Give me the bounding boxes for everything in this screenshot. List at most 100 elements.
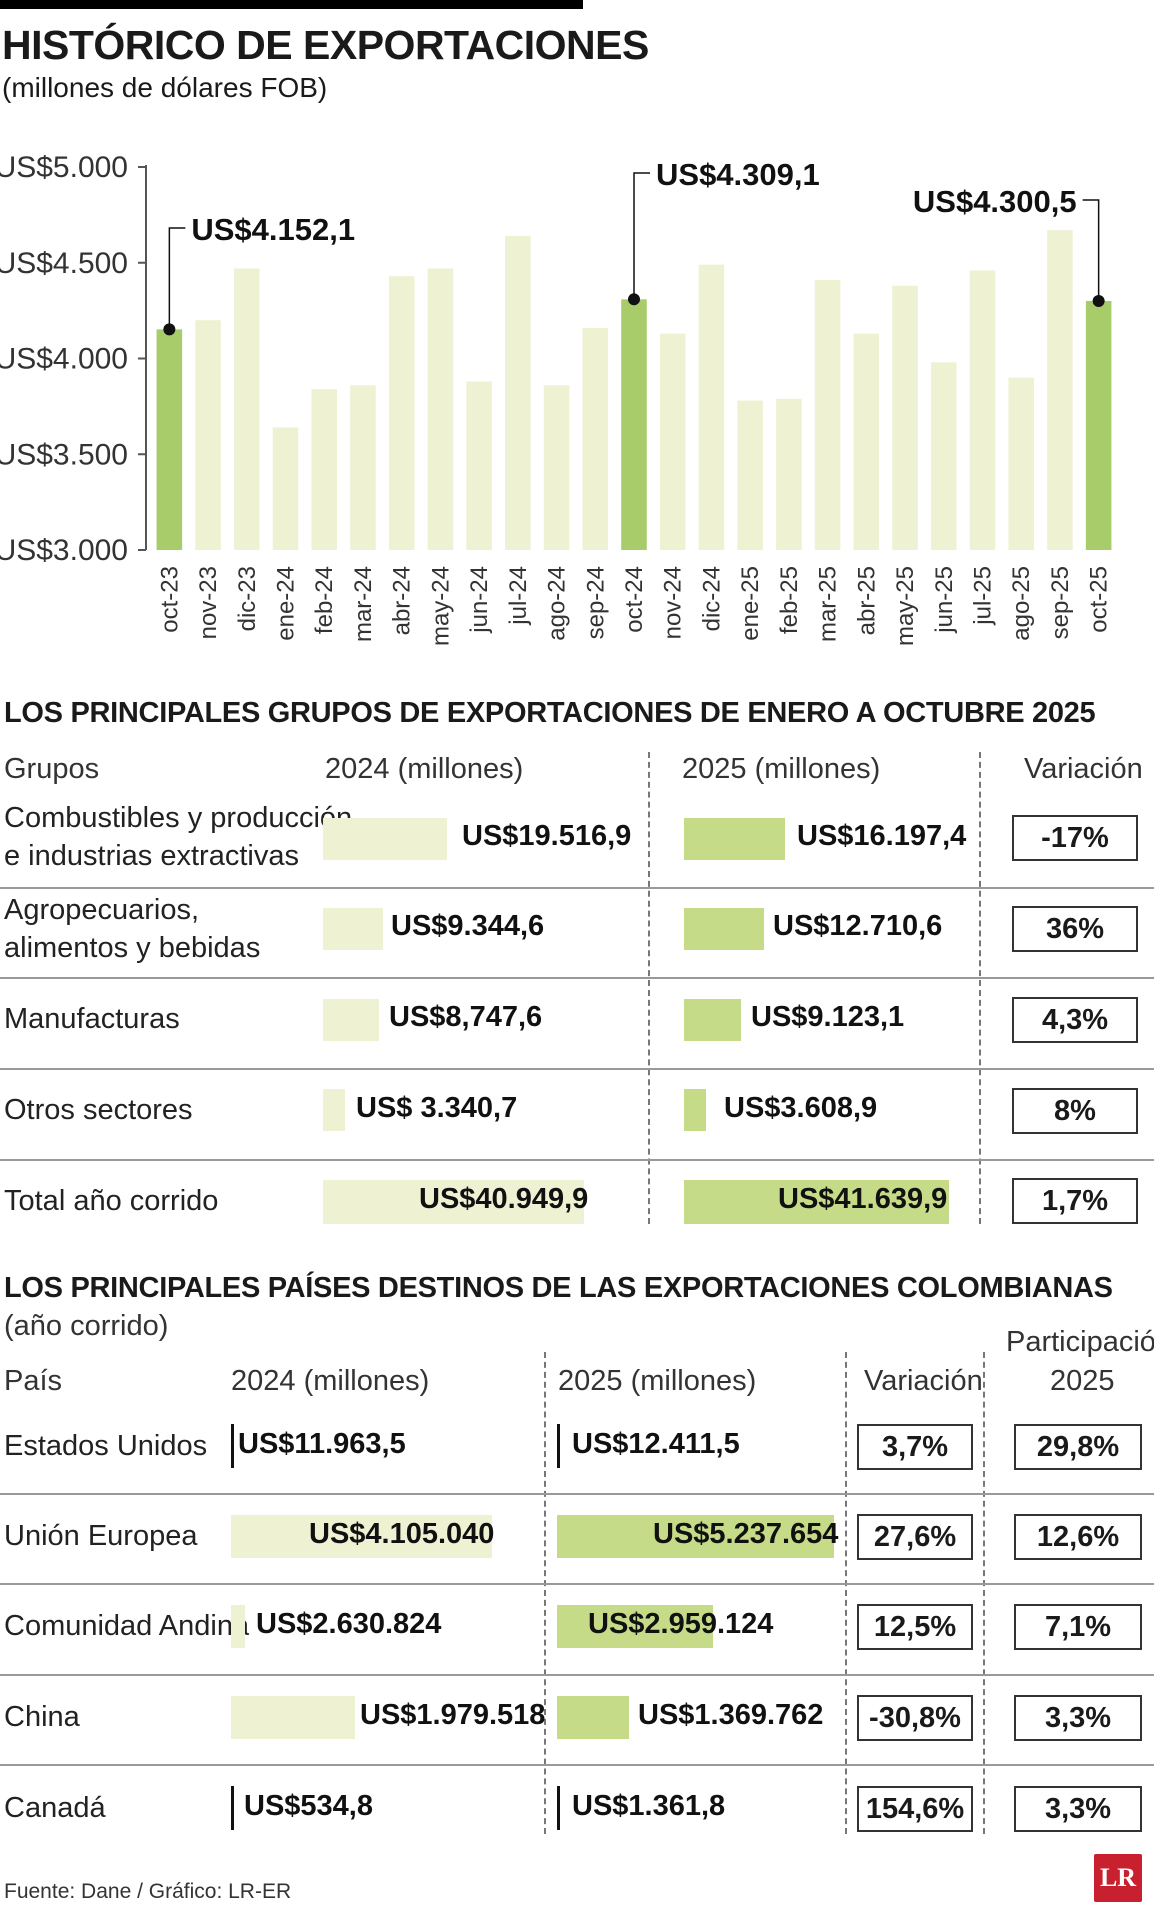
group-label: Agropecuarios, [4, 894, 200, 926]
country-share: 3,3% [1014, 1786, 1142, 1832]
groups-header-2025: 2025 (millones) [682, 753, 881, 785]
x-tick-label: sep-25 [1047, 566, 1074, 639]
callout-dot [163, 323, 176, 336]
country-share: 3,3% [1014, 1695, 1142, 1741]
y-tick-label: US$5.000 [0, 151, 128, 184]
bar [1008, 377, 1034, 550]
group-bar-2025 [684, 999, 741, 1041]
bar [621, 299, 647, 550]
bar [272, 427, 299, 550]
group-bar-2024 [323, 1180, 584, 1224]
bar [1047, 230, 1073, 550]
y-tick-label: US$4.000 [0, 343, 128, 376]
row-divider [0, 1493, 1154, 1495]
country-bar-2024 [231, 1515, 492, 1558]
row-divider [0, 887, 1154, 889]
y-tick-label: US$4.500 [0, 247, 128, 280]
bar [466, 381, 492, 550]
x-tick-label: ago-24 [544, 566, 571, 641]
country-label: Unión Europea [4, 1520, 198, 1552]
country-variation: 12,5% [857, 1604, 973, 1650]
group-label-line2: alimentos y bebidas [4, 932, 261, 964]
group-label-line2: e industrias extractivas [4, 840, 299, 872]
groups-header-group: Grupos [4, 753, 100, 785]
x-tick-label: nov-23 [195, 566, 222, 639]
country-variation: 27,6% [857, 1514, 973, 1560]
x-tick-label: abr-25 [853, 566, 880, 635]
countries-divider-3 [983, 1352, 985, 1834]
bar [311, 389, 338, 550]
row-divider [0, 1583, 1154, 1585]
country-bar-2024 [231, 1605, 245, 1648]
x-tick-label: dic-23 [234, 566, 261, 631]
page-title: HISTÓRICO DE EXPORTACIONES [2, 22, 649, 68]
x-tick-label: ago-25 [1008, 566, 1035, 641]
country-value-2025: US$12.411,5 [572, 1428, 740, 1460]
group-variation: 1,7% [1012, 1178, 1138, 1224]
callout-leader [168, 227, 186, 330]
country-variation: 154,6% [857, 1786, 973, 1832]
country-value-2024: US$534,8 [244, 1790, 373, 1822]
country-share: 12,6% [1014, 1514, 1142, 1560]
group-bar-2025 [684, 818, 785, 860]
country-value-2025: US$1.361,8 [572, 1790, 726, 1822]
country-label: Canadá [4, 1792, 106, 1824]
country-bar-2025 [557, 1696, 629, 1739]
page-subtitle: (millones de dólares FOB) [2, 72, 328, 103]
group-value-2025: US$12.710,6 [773, 910, 943, 942]
country-variation: 3,7% [857, 1424, 973, 1470]
groups-section-title: LOS PRINCIPALES GRUPOS DE EXPORTACIONES … [4, 697, 1096, 729]
bar [156, 329, 183, 550]
x-tick-label: feb-25 [776, 566, 803, 634]
bar [427, 268, 454, 550]
bar [930, 362, 957, 550]
bar [388, 276, 415, 550]
country-value-2024: US$2.630.824 [256, 1608, 442, 1640]
countries-divider-2 [845, 1352, 847, 1834]
country-label: China [4, 1701, 80, 1733]
countries-section-subtitle: (año corrido) [4, 1310, 169, 1342]
country-label: Comunidad Andina [4, 1610, 250, 1642]
x-tick-label: may-24 [427, 566, 454, 646]
countries-header-country: País [4, 1365, 63, 1397]
country-label: Estados Unidos [4, 1430, 208, 1462]
countries-header-share-year: 2025 [1050, 1365, 1115, 1397]
group-variation: 36% [1012, 906, 1138, 952]
group-value-2024: US$40.949,9 [419, 1183, 589, 1215]
bar [543, 385, 570, 550]
group-value-2024: US$8,747,6 [389, 1001, 543, 1033]
bar [814, 279, 841, 550]
x-tick-label: mar-25 [815, 566, 842, 642]
x-tick-label: jul-25 [969, 566, 996, 626]
x-tick-label: may-25 [892, 566, 919, 646]
groups-header-variation: Variación [1024, 753, 1143, 785]
row-divider [0, 1159, 1154, 1161]
country-value-2025: US$5.237.654 [653, 1518, 839, 1550]
country-bar-2024 [231, 1696, 355, 1739]
country-bar-2024 [231, 1786, 234, 1830]
group-value-2024: US$9.344,6 [391, 910, 545, 942]
x-tick-label: jun-25 [931, 566, 958, 634]
country-bar-2024 [231, 1424, 234, 1468]
x-tick-label: feb-24 [311, 566, 338, 634]
countries-header-variation: Variación [864, 1365, 983, 1397]
y-tick-label: US$3.000 [0, 534, 128, 567]
x-tick-label: oct-25 [1086, 566, 1113, 633]
country-value-2025: US$2.959.124 [588, 1608, 774, 1640]
x-tick-label: oct-24 [621, 566, 648, 633]
country-bar-2025 [557, 1515, 834, 1558]
group-bar-2024 [323, 999, 379, 1041]
country-value-2024: US$1.979.518 [360, 1699, 546, 1731]
top-rule [0, 0, 583, 9]
group-label: Total año corrido [4, 1185, 219, 1217]
group-bar-2025 [684, 1180, 949, 1224]
country-bar-2025 [557, 1786, 560, 1830]
bar [350, 385, 376, 550]
x-tick-label: jun-24 [466, 566, 493, 634]
group-label: Otros sectores [4, 1094, 193, 1126]
bar [195, 320, 221, 550]
callout-label: US$4.309,1 [656, 157, 820, 192]
bar [582, 327, 609, 550]
callout-leader [633, 172, 650, 300]
group-bar-2025 [684, 908, 764, 950]
